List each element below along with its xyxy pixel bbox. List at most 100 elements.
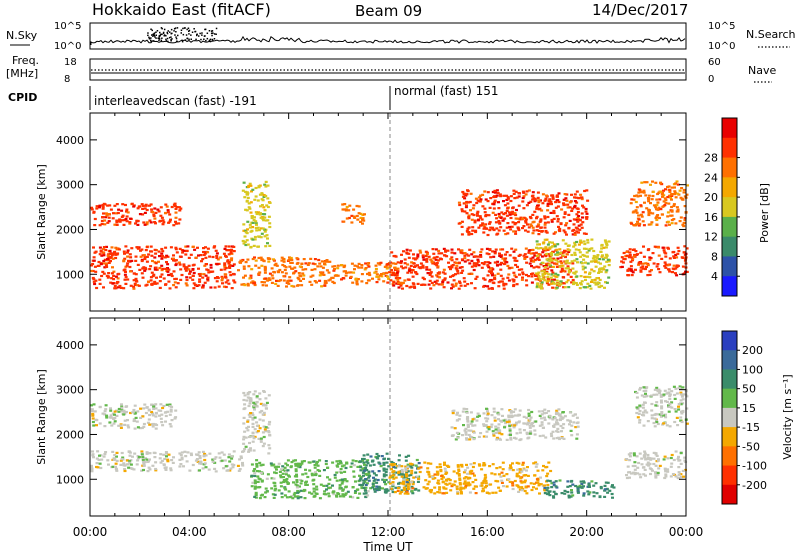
heat-cell [388, 476, 392, 479]
heat-cell [117, 208, 121, 211]
heat-cell [257, 211, 261, 214]
heat-cell [572, 218, 576, 221]
heat-cell [157, 260, 160, 263]
heat-cell [685, 395, 689, 398]
heat-cell [655, 420, 659, 424]
heat-cell [435, 261, 439, 265]
heat-cell [166, 270, 170, 273]
heat-cell [250, 229, 254, 232]
heat-cell [680, 412, 684, 415]
heat-cell [436, 265, 440, 268]
heat-cell [281, 465, 285, 468]
heat-cell [306, 263, 310, 266]
heat-cell [530, 281, 534, 284]
noise-search-dot [155, 34, 157, 36]
heat-cell [549, 276, 553, 279]
noise-search-dot [148, 38, 151, 40]
heat-cell [276, 270, 280, 273]
heat-cell [444, 487, 448, 490]
heat-cell [145, 255, 149, 258]
heat-cell [501, 219, 505, 222]
heat-cell [196, 460, 200, 463]
heat-cell [331, 276, 335, 279]
heat-cell [211, 458, 215, 461]
heat-cell [105, 416, 109, 419]
heat-cell [555, 263, 559, 266]
heat-cell [445, 471, 449, 474]
heat-cell [467, 214, 471, 217]
heat-cell [644, 267, 647, 271]
heat-cell [536, 243, 540, 246]
heat-cell [116, 211, 120, 215]
heat-cell [642, 424, 646, 427]
heat-cell [546, 202, 550, 205]
heat-cell [471, 472, 475, 475]
heat-cell [589, 287, 593, 290]
heat-cell [364, 492, 368, 495]
heat-cell [187, 264, 191, 267]
heat-cell [250, 215, 254, 218]
heat-cell [364, 267, 368, 270]
colorbar-swatch [722, 427, 737, 447]
heat-cell [365, 282, 369, 285]
heat-cell [340, 482, 344, 485]
heat-cell [543, 221, 547, 224]
heat-cell [583, 189, 587, 193]
heat-cell [669, 456, 673, 460]
heat-cell [114, 275, 118, 278]
heat-cell [612, 486, 616, 489]
heat-cell [145, 260, 149, 263]
velocity-colorbar-tick: 15 [742, 402, 756, 415]
heat-cell [656, 471, 660, 474]
heat-cell [239, 455, 243, 458]
heat-cell [257, 272, 261, 275]
heat-cell [124, 245, 128, 248]
heat-cell [336, 462, 340, 465]
heat-cell [107, 216, 111, 219]
heat-cell [133, 427, 137, 430]
heat-cell [288, 475, 291, 478]
heat-cell [342, 464, 346, 467]
heat-cell [257, 185, 261, 188]
heat-cell [174, 211, 178, 214]
heat-cell [394, 255, 398, 258]
heat-cell [543, 484, 546, 487]
heat-cell [676, 424, 680, 427]
heat-cell [203, 462, 207, 465]
heat-cell [160, 273, 164, 276]
heat-cell [170, 419, 174, 422]
heat-cell [502, 485, 505, 488]
heat-cell [559, 415, 563, 418]
heat-cell [572, 245, 576, 248]
heat-cell [373, 490, 377, 493]
heat-cell [530, 423, 534, 426]
heat-cell [328, 278, 332, 281]
heat-cell [556, 257, 560, 260]
heat-cell [374, 267, 378, 271]
heat-cell [652, 462, 656, 466]
noise-search-dot [177, 34, 179, 37]
heat-cell [631, 257, 635, 260]
heat-cell [213, 277, 217, 280]
heat-cell [535, 225, 539, 228]
heat-cell [605, 254, 609, 257]
heat-cell [416, 255, 420, 258]
velocity-colorbar-tick: 50 [742, 383, 756, 396]
heat-cell [674, 475, 678, 478]
noise-search-dot [210, 32, 213, 35]
heat-cell [167, 280, 171, 283]
heat-cell [427, 255, 431, 258]
heat-cell [121, 214, 125, 217]
heat-cell [262, 219, 266, 222]
heat-cell [203, 264, 207, 267]
heat-cell [602, 246, 606, 249]
heat-cell [667, 410, 671, 413]
heat-cell [567, 271, 571, 274]
heat-cell [178, 247, 182, 250]
heat-cell [656, 390, 660, 393]
heat-cell [416, 480, 420, 483]
heat-cell [159, 461, 163, 464]
heat-cell [252, 282, 256, 285]
heat-cell [395, 271, 399, 274]
